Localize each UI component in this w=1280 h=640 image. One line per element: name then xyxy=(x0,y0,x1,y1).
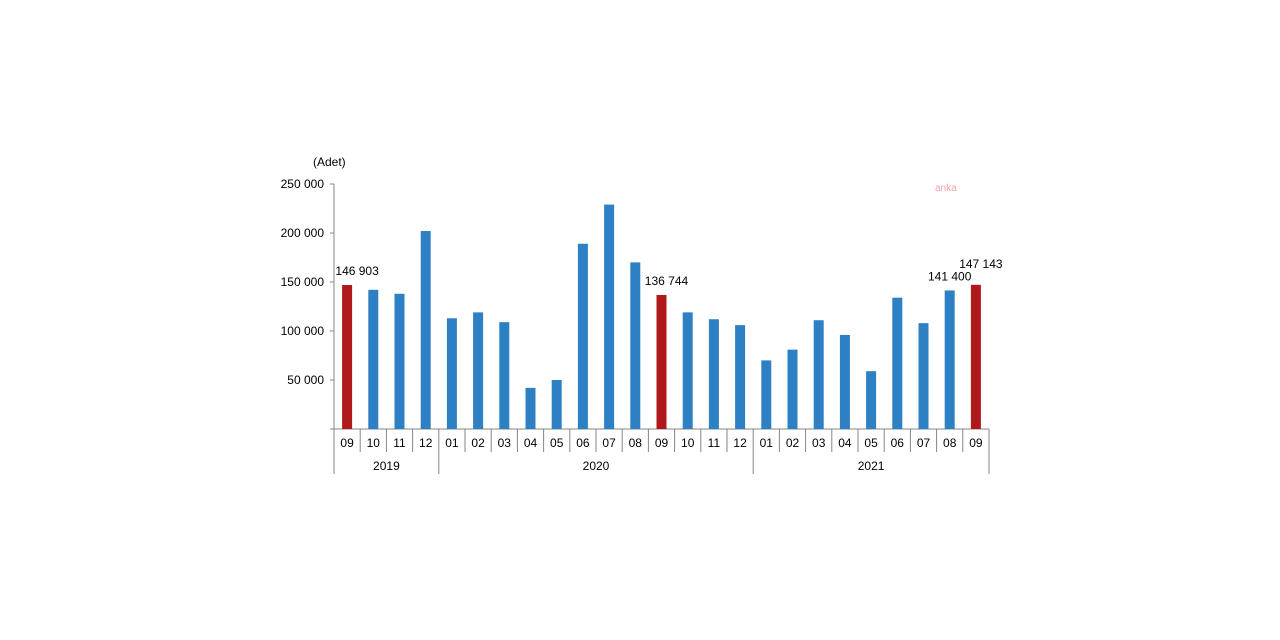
bar xyxy=(630,262,641,429)
x-tick-label: 11 xyxy=(708,436,721,450)
data-label: 147 143 xyxy=(959,257,1003,271)
bar xyxy=(787,349,798,429)
x-tick-label: 02 xyxy=(786,436,800,450)
bar xyxy=(761,360,772,429)
x-tick-label: 11 xyxy=(393,436,406,450)
bar-highlight xyxy=(342,285,353,429)
bar xyxy=(473,312,484,429)
bar xyxy=(813,320,824,429)
y-tick-label: 100 000 xyxy=(281,324,325,338)
bar-highlight xyxy=(656,294,667,429)
y-tick-label: 250 000 xyxy=(281,177,325,191)
x-tick-label: 07 xyxy=(917,436,931,450)
x-tick-label: 06 xyxy=(891,436,905,450)
x-tick-label: 09 xyxy=(969,436,983,450)
year-group-label: 2020 xyxy=(583,459,610,473)
bar xyxy=(682,312,693,429)
x-tick-label: 06 xyxy=(576,436,590,450)
x-tick-label: 10 xyxy=(367,436,381,450)
x-tick-label: 12 xyxy=(733,436,747,450)
x-tick-label: 01 xyxy=(445,436,459,450)
x-tick-label: 01 xyxy=(760,436,774,450)
bar xyxy=(944,290,955,429)
bar xyxy=(368,289,379,429)
x-tick-label: 03 xyxy=(812,436,826,450)
bar xyxy=(735,325,746,429)
bar xyxy=(446,318,457,429)
bar xyxy=(577,243,588,429)
x-tick-label: 09 xyxy=(340,436,354,450)
y-tick-label: 150 000 xyxy=(281,275,325,289)
y-axis-unit-label: (Adet) xyxy=(313,155,346,169)
watermark: anka xyxy=(935,183,957,194)
x-tick-label: 04 xyxy=(838,436,852,450)
x-tick-label: 12 xyxy=(419,436,433,450)
bar xyxy=(394,293,405,429)
axes: 50 000 100 000 150 000 200 000 250 000 09 10 11… xyxy=(281,177,990,474)
x-tick-label: 05 xyxy=(864,436,878,450)
x-tick-label: 08 xyxy=(943,436,957,450)
x-tick-label: 10 xyxy=(681,436,695,450)
year-group-label: 2021 xyxy=(858,459,885,473)
data-label: 136 744 xyxy=(645,274,689,288)
bar-highlight xyxy=(970,284,981,429)
y-tick-label: 50 000 xyxy=(287,373,324,387)
bar xyxy=(918,323,929,429)
y-tick-label: 200 000 xyxy=(281,226,325,240)
bar xyxy=(604,204,615,429)
bar xyxy=(525,387,536,429)
data-label: 141 400 xyxy=(928,269,972,283)
bar xyxy=(892,297,903,429)
x-tick-label: 04 xyxy=(524,436,538,450)
bar xyxy=(839,334,850,429)
bar xyxy=(551,380,562,429)
bars xyxy=(342,204,981,429)
x-tick-label: 02 xyxy=(471,436,485,450)
x-tick-label: 05 xyxy=(550,436,564,450)
x-tick-label: 09 xyxy=(655,436,669,450)
bar xyxy=(866,371,877,429)
x-tick-label: 07 xyxy=(602,436,616,450)
data-label: 146 903 xyxy=(335,264,379,278)
bar xyxy=(708,319,719,429)
x-tick-label: 03 xyxy=(498,436,512,450)
year-group-label: 2019 xyxy=(373,459,400,473)
bar xyxy=(420,231,431,429)
bar xyxy=(499,322,510,429)
x-tick-label: 08 xyxy=(629,436,643,450)
